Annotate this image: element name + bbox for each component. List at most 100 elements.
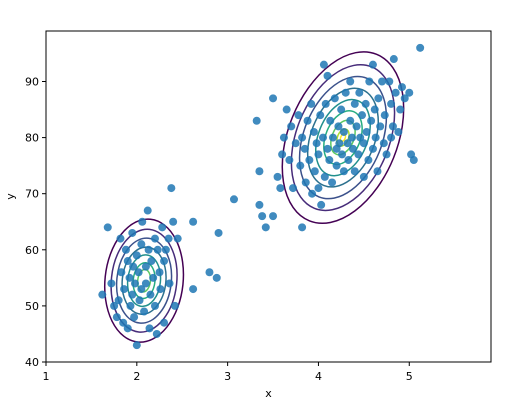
data-point (335, 139, 344, 148)
data-point (352, 122, 361, 131)
data-point (279, 133, 288, 142)
data-point (355, 88, 364, 97)
data-point (312, 139, 321, 148)
data-point (309, 127, 318, 136)
data-point (348, 133, 357, 142)
y-tick-label: 40 (25, 356, 39, 369)
data-point (117, 268, 126, 277)
data-point (135, 296, 144, 305)
data-point (269, 94, 278, 103)
data-point (350, 167, 359, 176)
contour-ring-1-2 (110, 228, 178, 333)
data-point (382, 150, 391, 159)
data-point (276, 184, 285, 193)
data-point (146, 290, 155, 299)
data-point (368, 144, 377, 153)
data-point (114, 296, 123, 305)
data-point (346, 116, 355, 125)
data-point (330, 94, 339, 103)
data-point (170, 301, 179, 310)
data-point (337, 105, 346, 114)
x-tick-label: 3 (224, 370, 231, 383)
data-point (308, 189, 317, 198)
data-point (121, 245, 130, 254)
data-point (409, 156, 418, 165)
data-point (379, 139, 388, 148)
data-point (161, 245, 170, 254)
data-point (320, 172, 329, 181)
data-point (301, 178, 310, 187)
x-tick-label: 4 (315, 370, 322, 383)
data-point (294, 111, 303, 120)
data-point (321, 99, 330, 108)
data-point (339, 167, 348, 176)
data-point (120, 285, 129, 294)
data-point (314, 150, 323, 159)
data-point (405, 88, 414, 97)
x-tick-label: 1 (43, 370, 50, 383)
data-point (141, 262, 150, 271)
data-point (141, 279, 150, 288)
data-point (165, 279, 174, 288)
y-tick-label: 50 (25, 300, 39, 313)
data-point (255, 200, 264, 209)
data-point (338, 150, 347, 159)
data-point (368, 60, 377, 69)
data-point (123, 324, 132, 333)
data-point (137, 285, 146, 294)
data-point (160, 257, 169, 266)
plot-frame (45, 30, 492, 363)
data-point (334, 122, 343, 131)
y-tick-label: 80 (25, 132, 39, 145)
x-tick-label: 5 (406, 370, 413, 383)
data-point (132, 251, 141, 260)
data-point (380, 111, 389, 120)
data-point (289, 184, 298, 193)
data-point (140, 307, 149, 316)
data-point (332, 161, 341, 170)
data-point (387, 133, 396, 142)
data-point (147, 257, 156, 266)
data-point (255, 167, 264, 176)
data-point (123, 257, 132, 266)
data-point (128, 228, 137, 237)
data-point (376, 122, 385, 131)
data-point (282, 105, 291, 114)
data-point (128, 290, 137, 299)
data-point (155, 268, 164, 277)
data-point (378, 77, 387, 86)
data-point (150, 301, 159, 310)
data-point (305, 156, 314, 165)
data-point (98, 290, 107, 299)
data-point (364, 156, 373, 165)
data-point (189, 217, 198, 226)
data-point (164, 234, 173, 243)
y-tick-label: 90 (25, 75, 39, 88)
data-point (328, 178, 337, 187)
data-point (173, 234, 182, 243)
data-point (116, 234, 125, 243)
data-point (158, 223, 167, 232)
data-point (143, 206, 152, 215)
x-axis-ticks: 1 2 3 4 5 (43, 362, 413, 383)
data-point (214, 228, 223, 237)
data-point (119, 318, 128, 327)
data-point (110, 301, 119, 310)
data-point (400, 94, 409, 103)
data-point (131, 279, 139, 288)
data-point (361, 99, 370, 108)
data-point (287, 122, 296, 131)
point-layer (98, 43, 425, 350)
data-point (326, 116, 335, 125)
data-point (258, 212, 267, 221)
data-point (323, 144, 332, 153)
data-point (252, 116, 261, 125)
data-point (370, 105, 379, 114)
data-point (339, 127, 348, 136)
data-point (145, 324, 154, 333)
data-point (318, 133, 327, 142)
contour-ring-2-1 (281, 51, 405, 225)
data-point (367, 116, 376, 125)
